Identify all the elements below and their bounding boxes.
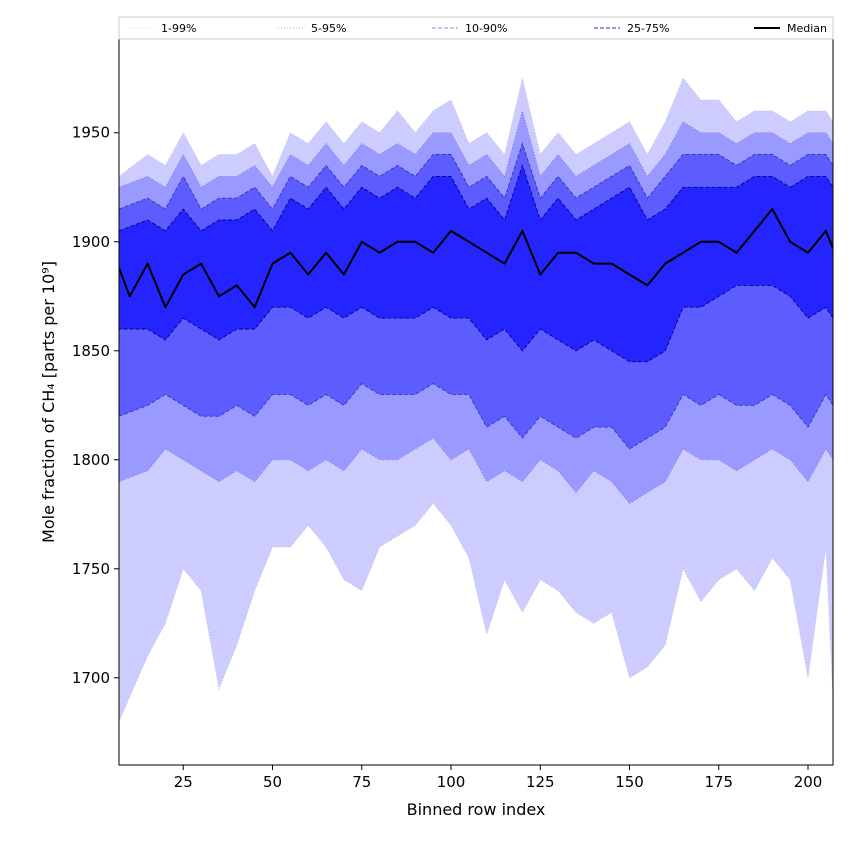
y-tick-label: 1850 (72, 342, 110, 360)
y-axis-label: Mole fraction of CH₄ [parts per 10⁹] (39, 261, 58, 543)
x-tick-label: 50 (263, 773, 282, 791)
y-tick-label: 1750 (72, 560, 110, 578)
x-tick-label: 175 (704, 773, 733, 791)
x-tick-label: 200 (794, 773, 823, 791)
percentile-bands (119, 77, 833, 722)
y-tick-label: 1800 (72, 451, 110, 469)
band-25-75 (119, 165, 833, 362)
legend-label: Median (787, 22, 827, 35)
y-axis-ticks: 1700 1750 1800 1850 1900 1950 (72, 124, 119, 687)
legend-box (118, 16, 834, 40)
legend: 1-99% 5-95% 10-90% 25-75% Median (118, 16, 834, 40)
legend-label: 10-90% (465, 22, 507, 35)
band-lower-edge-1-99 (119, 502, 833, 722)
y-tick-label: 1700 (72, 669, 110, 687)
legend-label: 25-75% (627, 22, 669, 35)
band-upper-edge-25-75 (119, 164, 833, 232)
x-tick-label: 75 (352, 773, 371, 791)
band-lower-edge-25-75 (119, 284, 833, 363)
y-tick-label: 1950 (72, 124, 110, 142)
legend-label: 1-99% (161, 22, 196, 35)
x-axis-ticks: 25 50 75 100 125 150 175 200 (174, 765, 823, 791)
band-lower-edge-10-90 (119, 382, 833, 450)
legend-label: 5-95% (311, 22, 346, 35)
x-tick-label: 125 (526, 773, 555, 791)
band-upper-edge-10-90 (119, 142, 833, 210)
x-tick-label: 100 (437, 773, 466, 791)
x-axis-label: Binned row index (407, 800, 546, 819)
median-line (119, 208, 833, 309)
median-layer (119, 208, 833, 309)
y-tick-label: 1900 (72, 233, 110, 251)
x-tick-label: 150 (615, 773, 644, 791)
band-upper-edge-1-99 (119, 77, 833, 178)
x-tick-label: 25 (174, 773, 193, 791)
